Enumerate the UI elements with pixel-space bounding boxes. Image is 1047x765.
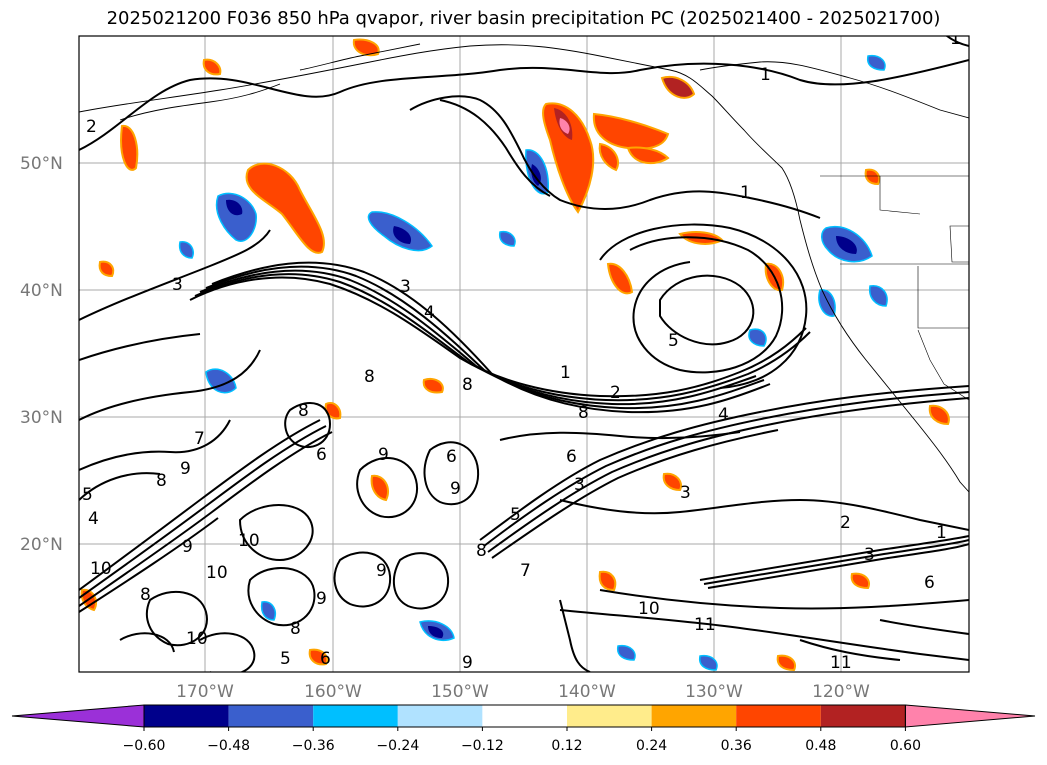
colorbar-tick-label: 0.48 [805,738,836,754]
colorbar-bin [736,705,821,727]
colorbar-extend-high [904,704,1036,728]
colorbar-tick-label: 0.12 [551,738,582,754]
lat-label-50n: 50°N [20,154,63,174]
contour-label: 10 [206,563,228,583]
contour-label: 4 [424,303,435,323]
longitude-labels: 170°W 160°W 150°W 140°W 130°W 120°W [176,682,870,702]
contour-label: 1 [950,29,961,49]
colorbar-bin [820,705,906,727]
lon-label-130w: 130°W [685,682,743,702]
qvapor-contours [79,36,969,672]
contour-label: 9 [180,459,191,479]
contour-label: 6 [320,649,331,669]
colorbar-tick-label: 0.36 [721,738,752,754]
contour-label: 3 [680,483,691,503]
colorbar-bin [482,705,567,727]
contour-label: 10 [638,599,660,619]
colorbar-bin [228,705,314,727]
colorbar-ticks [143,727,906,731]
contour-label: 1 [740,183,751,203]
contour-label: 3 [400,277,411,297]
contour-label: 5 [280,649,291,669]
contour-label: 6 [316,445,327,465]
contour-label: 2 [86,117,97,137]
lat-label-40n: 40°N [20,281,63,301]
contour-label: 11 [694,615,716,635]
contour-label: 9 [462,653,473,673]
lon-label-170w: 170°W [176,682,234,702]
colorbar-tick-label: 0.60 [890,738,921,754]
contour-label: 3 [864,545,875,565]
contour-label: 6 [446,447,457,467]
contour-label: 1 [936,523,947,543]
contour-label: 8 [298,401,309,421]
map-title: 2025021200 F036 850 hPa qvapor, river ba… [106,8,941,29]
lon-label-140w: 140°W [558,682,616,702]
contour-label: 8 [476,541,487,561]
lat-label-20n: 20°N [20,535,63,555]
contour-label: 8 [290,619,301,639]
contour-label: 10 [90,559,112,579]
colorbar-bin [397,705,483,727]
colorbar-bin [144,705,229,727]
contour-label: 1 [560,363,571,383]
map-panel: 2 3 3 4 1 1 5 1 2 8 8 4 6 3 3 2 1 3 6 10… [79,29,969,673]
contour-label: 4 [718,405,729,425]
colorbar-frame [143,704,906,728]
contour-label: 2 [840,513,851,533]
contour-label: 7 [194,429,205,449]
contour-label: 8 [140,585,151,605]
lat-label-30n: 30°N [20,408,63,428]
contour-label: 3 [172,275,183,295]
colorbar-bin [567,705,652,727]
contour-label: 9 [450,479,461,499]
colorbar-tick-label: −0.36 [292,738,335,754]
contour-label: 6 [924,573,935,593]
contour-label: 9 [182,537,193,557]
colorbar-bin [651,705,737,727]
contour-labels: 2 3 3 4 1 1 5 1 2 8 8 4 6 3 3 2 1 3 6 10… [82,29,961,673]
contour-label: 9 [378,445,389,465]
graticule [79,36,969,672]
contour-label: 8 [462,375,473,395]
colorbar-tick-label: 0.24 [636,738,667,754]
colorbar-bin [313,705,398,727]
contour-label: 2 [610,383,621,403]
contour-label: 6 [566,447,577,467]
colorbar-tick-label: −0.12 [461,738,504,754]
contour-label: 11 [830,653,852,673]
lon-label-120w: 120°W [812,682,870,702]
contour-label: 5 [510,505,521,525]
contour-label: 10 [186,629,208,649]
contour-label: 8 [364,367,375,387]
contour-label: 7 [520,561,531,581]
lon-label-150w: 150°W [431,682,489,702]
contour-label: 4 [88,509,99,529]
colorbar: −0.60 −0.48 −0.36 −0.24 −0.12 0.12 0.24 … [11,704,1036,754]
contour-label: 9 [376,561,387,581]
contour-label: 10 [238,531,260,551]
colorbar-tick-label: −0.48 [207,738,250,754]
map-frame [78,35,970,673]
contour-label: 1 [760,65,771,85]
contour-label: 8 [578,403,589,423]
lon-label-160w: 160°W [304,682,362,702]
latitude-labels: 50°N 40°N 30°N 20°N [20,154,63,555]
contour-label: 5 [668,331,679,351]
colorbar-extend-low [11,704,145,728]
contour-label: 9 [316,589,327,609]
colorbar-tick-label: −0.60 [123,738,166,754]
contour-label: 5 [82,485,93,505]
contour-label: 3 [574,475,585,495]
contour-label: 8 [156,471,167,491]
colorbar-tick-label: −0.24 [376,738,419,754]
